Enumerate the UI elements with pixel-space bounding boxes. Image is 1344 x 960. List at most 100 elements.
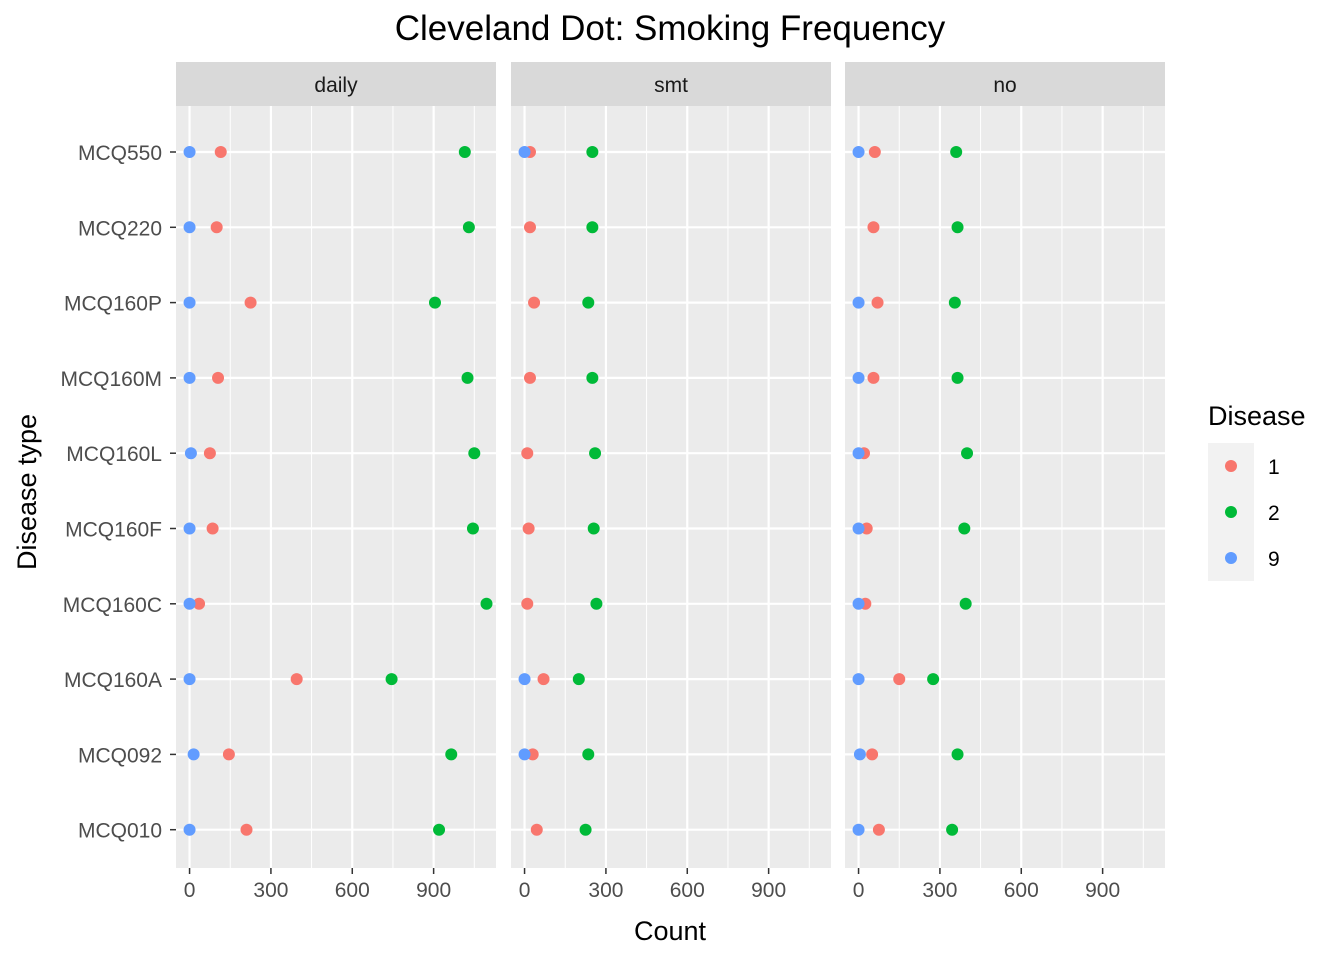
point-smt-1-MCQ160C (521, 597, 534, 610)
point-no-2-MCQ160A (927, 673, 940, 686)
point-no-2-MCQ160L (961, 447, 974, 460)
y-tick-label: MCQ220 (78, 217, 162, 240)
legend-key-1 (1225, 460, 1237, 472)
x-tick-label: 600 (670, 879, 705, 902)
x-tick-label: 900 (416, 879, 451, 902)
point-smt-2-MCQ160A (572, 673, 585, 686)
y-tick-label: MCQ160L (66, 443, 162, 466)
legend-label-1: 1 (1268, 456, 1280, 479)
point-smt-9-MCQ092 (518, 748, 531, 761)
facet-strip (511, 62, 831, 106)
point-smt-1-MCQ160L (521, 447, 534, 460)
point-daily-1-MCQ160F (206, 522, 219, 535)
y-tick-label: MCQ092 (78, 744, 162, 767)
x-tick-label: 600 (335, 879, 370, 902)
point-no-2-MCQ160M (951, 371, 964, 384)
point-smt-1-MCQ010 (530, 823, 543, 836)
point-daily-2-MCQ092 (445, 748, 458, 761)
point-no-1-MCQ010 (872, 823, 885, 836)
x-tick-label: 900 (751, 879, 786, 902)
panel-daily: daily 0 300 600 900 (176, 62, 496, 902)
x-tick-label: 300 (922, 879, 957, 902)
y-tick-label: MCQ160A (64, 669, 162, 692)
point-daily-2-MCQ220 (462, 221, 475, 234)
point-smt-1-MCQ160F (522, 522, 535, 535)
point-daily-9-MCQ160M (183, 371, 196, 384)
y-tick-label: MCQ160F (65, 519, 162, 542)
point-no-9-MCQ160C (852, 597, 865, 610)
legend-key-9 (1225, 552, 1237, 564)
point-daily-9-MCQ160C (183, 597, 196, 610)
point-smt-2-MCQ010 (579, 823, 592, 836)
x-tick-label: 0 (519, 879, 531, 902)
point-smt-9-MCQ160A (518, 673, 531, 686)
point-daily-1-MCQ550 (214, 146, 227, 158)
legend-title: Disease (1208, 401, 1306, 431)
legend-label-2: 2 (1268, 502, 1280, 525)
point-no-1-MCQ160M (867, 371, 880, 384)
point-daily-1-MCQ160C (193, 597, 206, 610)
point-daily-1-MCQ092 (222, 748, 235, 761)
facet-label: no (993, 74, 1016, 97)
point-smt-2-MCQ160C (590, 597, 603, 610)
point-daily-9-MCQ092 (187, 748, 200, 761)
point-no-2-MCQ160F (958, 522, 971, 535)
point-no-1-MCQ160P (871, 296, 884, 309)
legend-label-9: 9 (1268, 548, 1280, 571)
legend-key-2 (1225, 506, 1237, 518)
point-no-2-MCQ092 (951, 748, 964, 761)
point-daily-9-MCQ550 (183, 146, 196, 158)
point-smt-2-MCQ550 (586, 146, 599, 158)
point-daily-1-MCQ010 (240, 823, 253, 836)
x-tick-label: 600 (1004, 879, 1039, 902)
legend: Disease 1 2 9 (1208, 401, 1306, 581)
point-no-9-MCQ010 (852, 823, 865, 836)
point-daily-9-MCQ160L (184, 447, 197, 460)
point-smt-2-MCQ092 (582, 748, 595, 761)
point-no-2-MCQ220 (951, 221, 964, 234)
point-daily-9-MCQ160F (183, 522, 196, 535)
y-axis: MCQ550 MCQ220 MCQ160P MCQ160M MCQ160L MCQ160F… (60, 142, 176, 843)
point-daily-9-MCQ220 (183, 221, 196, 234)
point-no-9-MCQ160F (852, 522, 865, 535)
point-smt-1-MCQ160M (523, 371, 536, 384)
panel-background (176, 106, 496, 868)
point-smt-9-MCQ550 (518, 146, 531, 158)
panels: daily 0 300 600 900 smt 0 300 600 900 no 0 300 600 900 (176, 62, 1165, 902)
point-no-1-MCQ220 (867, 221, 880, 234)
x-axis-title: Count (634, 916, 707, 946)
y-tick-label: MCQ010 (78, 820, 162, 843)
point-smt-1-MCQ220 (523, 221, 536, 234)
y-tick-label: MCQ160P (64, 293, 162, 316)
point-smt-2-MCQ220 (586, 221, 599, 234)
point-no-1-MCQ092 (866, 748, 879, 761)
point-daily-2-MCQ160P (428, 296, 441, 309)
point-daily-9-MCQ160P (183, 296, 196, 309)
point-no-1-MCQ550 (868, 146, 881, 158)
point-smt-2-MCQ160P (582, 296, 595, 309)
facet-label: smt (654, 74, 688, 97)
point-no-2-MCQ160C (959, 597, 972, 610)
point-daily-9-MCQ010 (183, 823, 196, 836)
point-no-2-MCQ010 (946, 823, 959, 836)
point-daily-2-MCQ160C (480, 597, 493, 610)
point-no-9-MCQ160A (852, 673, 865, 686)
point-no-2-MCQ160P (948, 296, 961, 309)
y-tick-label: MCQ160M (60, 368, 162, 391)
facet-label: daily (314, 74, 358, 97)
y-tick-label: MCQ550 (78, 142, 162, 165)
panel-smt: smt 0 300 600 900 (511, 62, 831, 902)
point-daily-1-MCQ160A (290, 673, 303, 686)
point-no-1-MCQ160A (893, 673, 906, 686)
x-tick-label: 300 (588, 879, 623, 902)
point-smt-2-MCQ160L (589, 447, 602, 460)
point-smt-1-MCQ160P (528, 296, 541, 309)
point-daily-9-MCQ160A (183, 673, 196, 686)
point-smt-2-MCQ160F (587, 522, 600, 535)
y-tick-label: MCQ160C (63, 594, 162, 617)
point-daily-1-MCQ160M (212, 371, 225, 384)
x-tick-label: 900 (1085, 879, 1120, 902)
facet-strip (845, 62, 1165, 106)
point-daily-1-MCQ220 (210, 221, 223, 234)
point-daily-2-MCQ160A (385, 673, 398, 686)
